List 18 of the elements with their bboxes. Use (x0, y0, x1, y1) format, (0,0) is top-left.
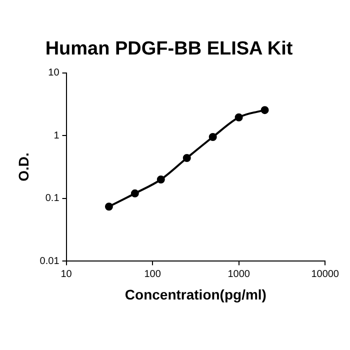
y-tick-label: 0.01 (40, 256, 60, 267)
y-axis-title: O.D. (15, 152, 32, 182)
x-tick-label: 100 (144, 268, 162, 280)
point (182, 154, 191, 162)
x-tick-label: 10 (60, 268, 72, 280)
y-tick-label: 10 (48, 68, 60, 79)
chart-title: Human PDGF-BB ELISA Kit (45, 38, 294, 60)
point (156, 175, 165, 184)
y-tick-label: 0.1 (45, 193, 60, 204)
point (104, 202, 113, 211)
point (208, 133, 217, 141)
x-tick-label: 1000 (228, 268, 250, 280)
x-tick-label: 10000 (311, 268, 340, 280)
point (130, 189, 139, 198)
point (234, 113, 243, 122)
y-tick-label: 1 (54, 130, 60, 142)
x-axis-title: Concentration(pg/ml) (124, 286, 266, 302)
point (260, 106, 269, 114)
